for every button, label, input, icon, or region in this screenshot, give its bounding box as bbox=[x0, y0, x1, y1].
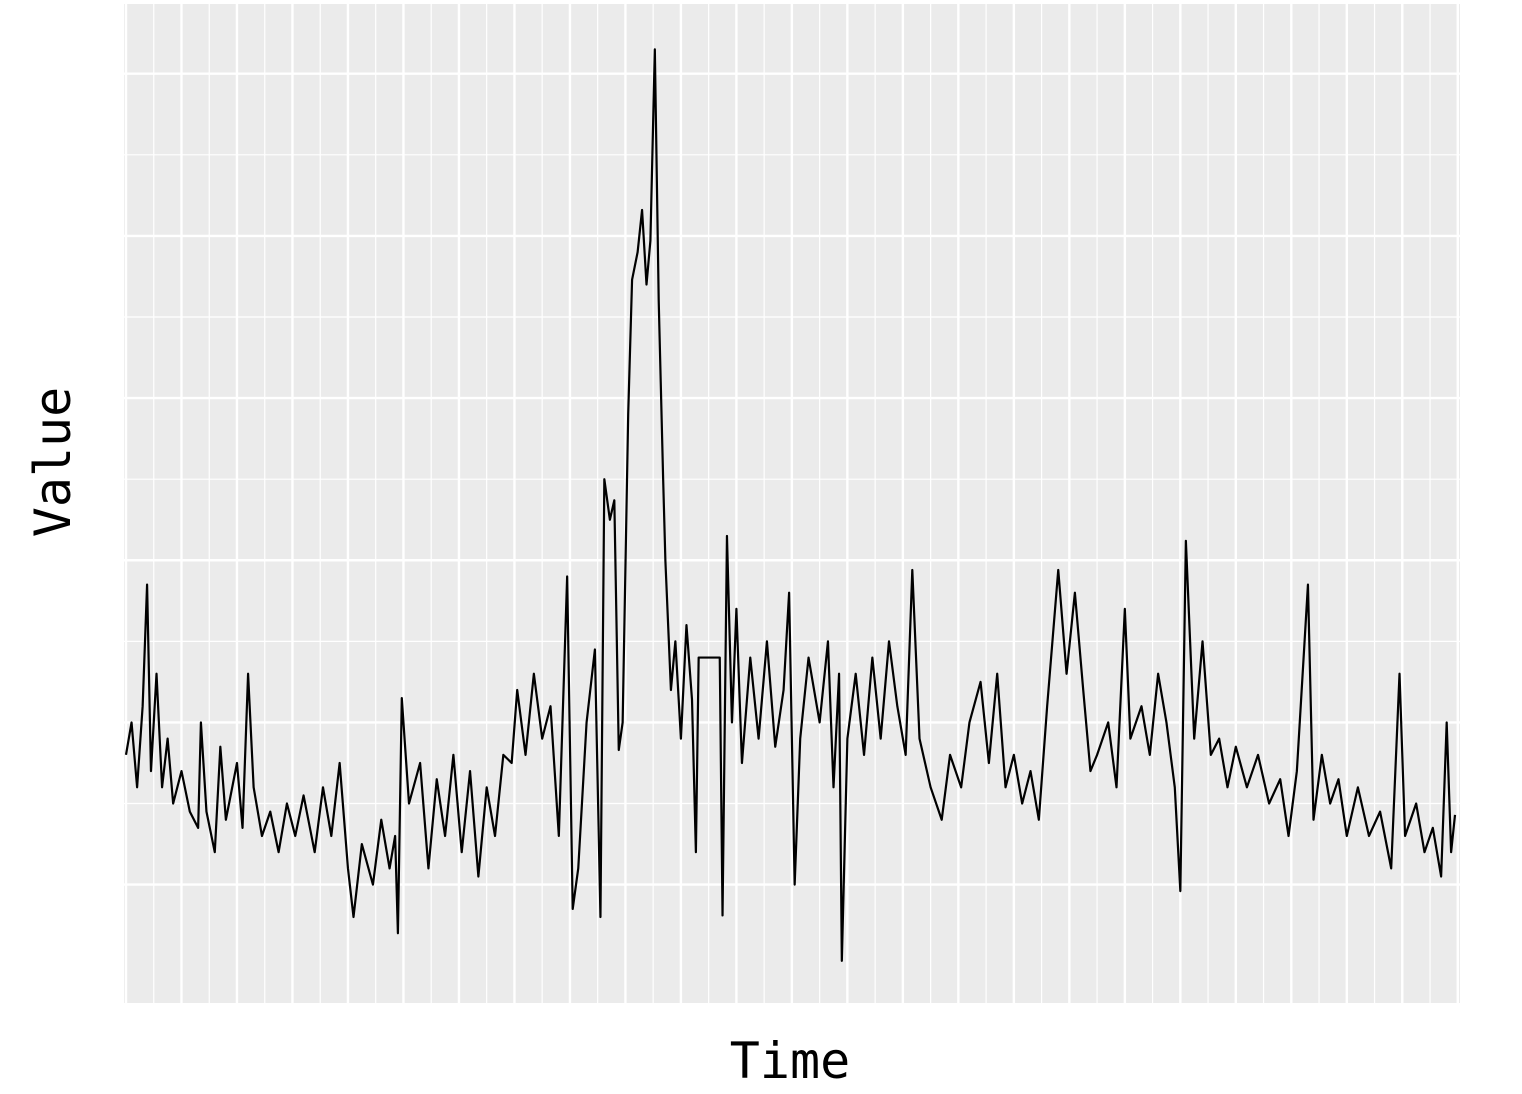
y-axis-label: Value bbox=[24, 387, 82, 538]
data-line bbox=[124, 48, 1457, 962]
x-axis-label: Time bbox=[730, 1032, 850, 1090]
